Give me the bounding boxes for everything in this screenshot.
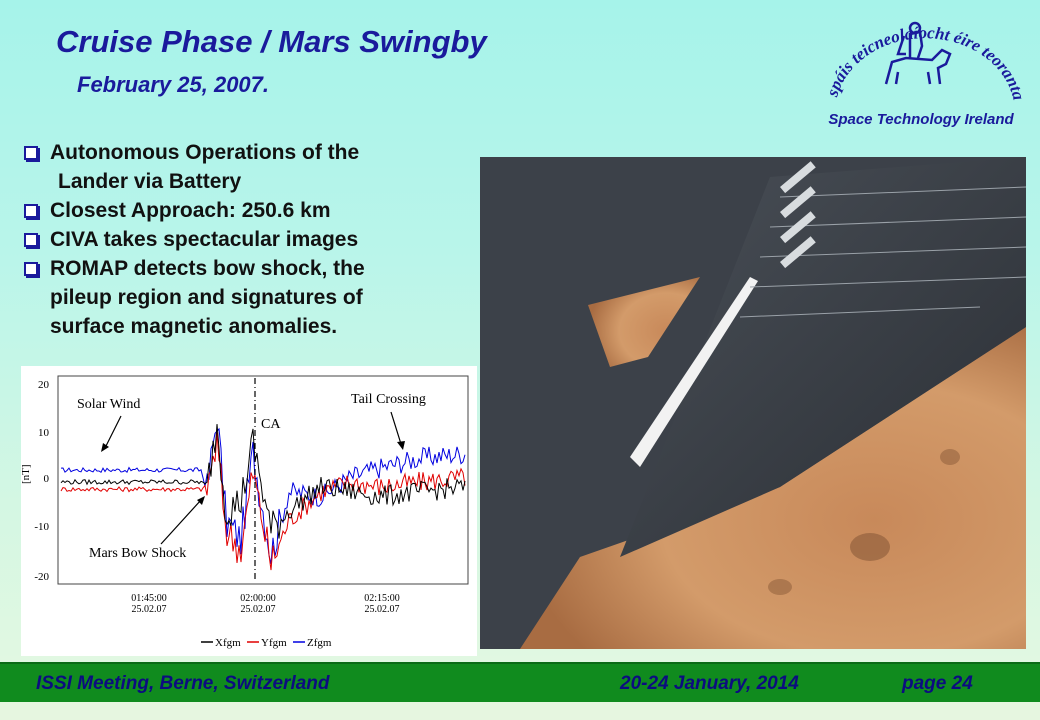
slide-title: Cruise Phase / Mars Swingby: [56, 24, 487, 59]
space-technology-ireland-logo: spáis teicneolaíocht éire teoranta Space…: [806, 14, 1036, 139]
bullet-item: Autonomous Operations of the Lander via …: [24, 138, 474, 196]
plot-legend: Xfgm Yfgm Zfgm: [201, 637, 332, 649]
bullet-text: surface magnetic anomalies.: [50, 315, 338, 338]
x-tick-time: 01:45:00: [131, 593, 167, 604]
mars-flyby-image: [480, 157, 1026, 649]
bullet-text: pileup region and signatures of: [50, 286, 363, 309]
slide-subtitle: February 25, 2007.: [77, 72, 270, 97]
bullet-list: Autonomous Operations of the Lander via …: [24, 138, 474, 341]
bullet-item: ROMAP detects bow shock, the pileup regi…: [24, 254, 474, 341]
bow-shock-label: Mars Bow Shock: [89, 546, 186, 561]
legend-xfgm: Xfgm: [215, 637, 241, 649]
footer-page: page 24: [902, 673, 973, 694]
panel-edge-highlight: [630, 277, 758, 467]
x-tick-date: 25.02.07: [241, 604, 276, 615]
panel-connectors: [780, 161, 816, 269]
checkbox-bullet-icon: [24, 204, 38, 218]
checkbox-bullet-icon: [24, 146, 38, 160]
checkbox-bullet-icon: [24, 262, 38, 276]
footer-date: 20-24 January, 2014: [620, 673, 799, 694]
legend-zfgm: Zfgm: [307, 637, 332, 649]
bullet-text: CIVA takes spectacular images: [50, 228, 359, 251]
footer-bar: ISSI Meeting, Berne, Switzerland 20-24 J…: [0, 662, 1040, 704]
x-tick-date: 25.02.07: [365, 604, 400, 615]
xfgm-trace: [60, 424, 466, 539]
y-tick-label: -20: [34, 571, 49, 583]
legend-yfgm: Yfgm: [261, 637, 287, 649]
x-tick-time: 02:00:00: [240, 593, 276, 604]
bow-shock-arrow: [160, 499, 202, 545]
mars-surface: [520, 327, 1026, 649]
mars-crater: [940, 449, 960, 465]
bullet-item: CIVA takes spectacular images: [24, 225, 474, 254]
solar-panel: [620, 157, 1026, 557]
bullet-item: Closest Approach: 250.6 km: [24, 196, 474, 225]
plot-frame: [57, 375, 469, 585]
bullet-text: ROMAP detects bow shock, the: [50, 257, 365, 280]
logo-irish-text: spáis teicneolaíocht éire teoranta: [822, 23, 1028, 102]
yfgm-trace: [60, 432, 466, 571]
ca-label: CA: [261, 417, 281, 432]
zfgm-trace: [60, 427, 466, 564]
solar-wind-arrow: [104, 415, 122, 449]
y-tick-label: 20: [38, 379, 50, 391]
y-tick-label: 10: [38, 427, 50, 439]
mars-crater: [768, 579, 792, 595]
solar-wind-label: Solar Wind: [77, 397, 140, 412]
logo-emblem: spáis teicneolaíocht éire teoranta: [822, 21, 1029, 102]
x-tick-time: 02:15:00: [364, 593, 400, 604]
magnetometer-plot: [nT] 20 10 0 -10 -20 CA Solar Wind Tail …: [21, 366, 477, 656]
mars-crater: [850, 533, 890, 561]
footer-meeting: ISSI Meeting, Berne, Switzerland: [36, 673, 330, 694]
panel-grid: [739, 186, 1026, 318]
tail-crossing-arrow: [390, 411, 402, 445]
plot-traces: [60, 424, 466, 571]
footer-bottom-strip: [0, 702, 1040, 720]
arrowhead-icon: [197, 496, 205, 505]
arrowhead-icon: [397, 441, 405, 450]
y-axis-label: [nT]: [21, 464, 32, 484]
checkbox-bullet-icon: [24, 233, 38, 247]
tail-crossing-label: Tail Crossing: [351, 392, 426, 407]
bullet-text: Closest Approach: 250.6 km: [50, 199, 331, 222]
magnetometer-plot-svg: [nT] 20 10 0 -10 -20 CA Solar Wind Tail …: [21, 375, 469, 649]
y-tick-label: 0: [44, 473, 50, 485]
logo-caption: Space Technology Ireland: [828, 111, 1014, 128]
x-tick-date: 25.02.07: [132, 604, 167, 615]
bullet-text: Autonomous Operations of the: [50, 141, 360, 164]
arrowhead-icon: [101, 443, 109, 452]
bullet-text: Lander via Battery: [58, 170, 242, 193]
y-tick-label: -10: [34, 521, 49, 533]
knight-on-horse-icon: [884, 21, 952, 85]
mars-flyby-image-svg: [480, 157, 1026, 649]
mars-surface-left: [588, 277, 700, 367]
